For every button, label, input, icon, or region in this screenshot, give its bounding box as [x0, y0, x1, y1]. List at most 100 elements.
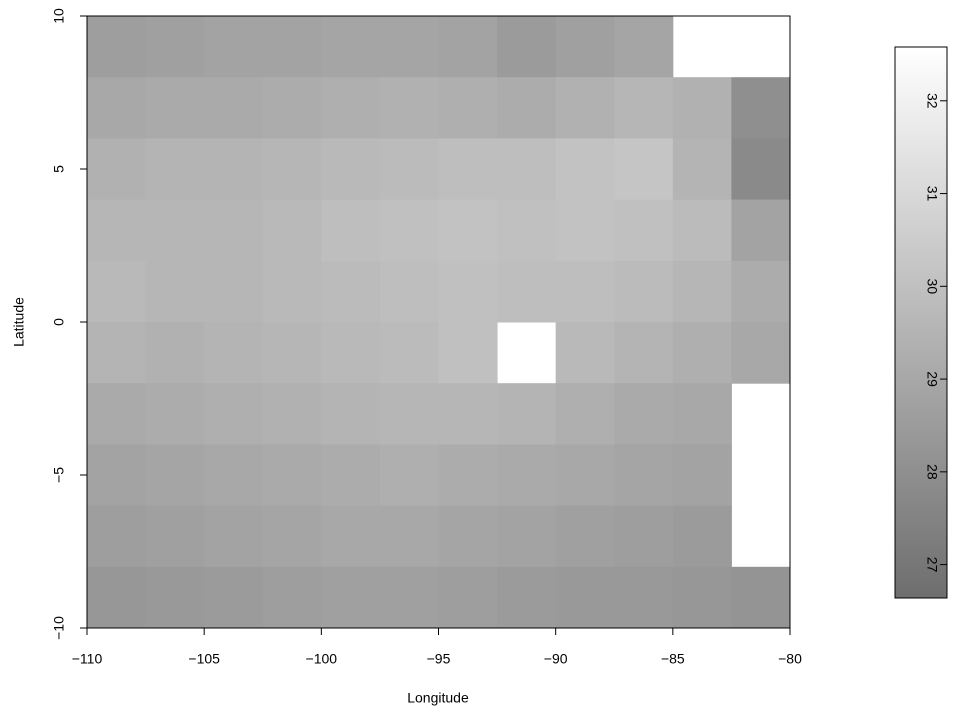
cell: [263, 444, 322, 506]
cell: [321, 383, 380, 445]
x-tick-label: −105: [188, 651, 220, 667]
cell: [731, 77, 790, 139]
cell: [439, 138, 498, 200]
cell: [439, 567, 498, 629]
cell: [497, 444, 556, 506]
cell: [497, 200, 556, 262]
cell: [321, 200, 380, 262]
x-tick-label: −95: [427, 651, 451, 667]
cell: [146, 567, 205, 629]
cell: [204, 138, 263, 200]
cell: [556, 261, 615, 323]
y-tick-label: −10: [51, 616, 67, 640]
cell: [146, 444, 205, 506]
cell: [556, 444, 615, 506]
cell: [87, 322, 146, 384]
cell: [673, 138, 732, 200]
cell: [204, 383, 263, 445]
cell: [380, 200, 439, 262]
cell: [556, 383, 615, 445]
cell: [380, 77, 439, 139]
cell: [146, 77, 205, 139]
cell: [146, 506, 205, 568]
cell: [614, 383, 673, 445]
cell: [556, 138, 615, 200]
cell: [380, 444, 439, 506]
cell: [263, 16, 322, 78]
x-axis-label: Longitude: [407, 690, 469, 706]
y-tick-label: 10: [51, 8, 67, 24]
cell: [673, 506, 732, 568]
colorbar-tick-label: 31: [924, 186, 940, 202]
cell: [321, 16, 380, 78]
cell: [204, 567, 263, 629]
cell: [614, 261, 673, 323]
cell: [556, 567, 615, 629]
cell: [497, 567, 556, 629]
cell: [146, 16, 205, 78]
cell: [146, 261, 205, 323]
cell: [614, 444, 673, 506]
cell: [87, 16, 146, 78]
cell: [439, 200, 498, 262]
cell: [87, 200, 146, 262]
cell: [146, 322, 205, 384]
colorbar-tick-label: 28: [924, 464, 940, 480]
cell: [263, 383, 322, 445]
cell: [87, 567, 146, 629]
cell: [614, 567, 673, 629]
cell: [439, 322, 498, 384]
cell: [556, 77, 615, 139]
cell: [380, 261, 439, 323]
cell: [731, 261, 790, 323]
cell: [731, 200, 790, 262]
cell: [321, 77, 380, 139]
cell: [263, 506, 322, 568]
cell: [321, 261, 380, 323]
cell: [497, 506, 556, 568]
cell: [87, 77, 146, 139]
cell: [673, 77, 732, 139]
cell: [673, 261, 732, 323]
cell: [146, 138, 205, 200]
cell: [439, 444, 498, 506]
cell: [263, 322, 322, 384]
cell: [321, 322, 380, 384]
cell: [321, 506, 380, 568]
cell: [321, 567, 380, 629]
cell: [380, 322, 439, 384]
cell: [556, 16, 615, 78]
cell: [204, 444, 263, 506]
cell: [439, 383, 498, 445]
cell: [614, 200, 673, 262]
cell: [87, 444, 146, 506]
chart: Longitude Latitude −110−105−100−95−90−85…: [0, 0, 971, 713]
cell: [439, 261, 498, 323]
cell: [204, 322, 263, 384]
cell: [439, 77, 498, 139]
x-tick-label: −90: [544, 651, 568, 667]
cell: [497, 261, 556, 323]
cell: [204, 16, 263, 78]
cell: [556, 322, 615, 384]
cell: [673, 200, 732, 262]
cell: [87, 138, 146, 200]
cell: [380, 16, 439, 78]
cell: [439, 506, 498, 568]
cell: [614, 322, 673, 384]
cell: [497, 16, 556, 78]
cell: [263, 261, 322, 323]
colorbar-tick-label: 27: [924, 557, 940, 573]
colorbar: [895, 47, 947, 598]
y-tick-label: 0: [51, 318, 67, 326]
colorbar-tick-label: 29: [924, 371, 940, 387]
cell: [497, 383, 556, 445]
cell: [204, 77, 263, 139]
cell: [146, 383, 205, 445]
cell: [556, 506, 615, 568]
x-tick-label: −110: [72, 651, 103, 667]
cell: [614, 77, 673, 139]
cell: [380, 567, 439, 629]
cell: [321, 444, 380, 506]
cell: [263, 567, 322, 629]
